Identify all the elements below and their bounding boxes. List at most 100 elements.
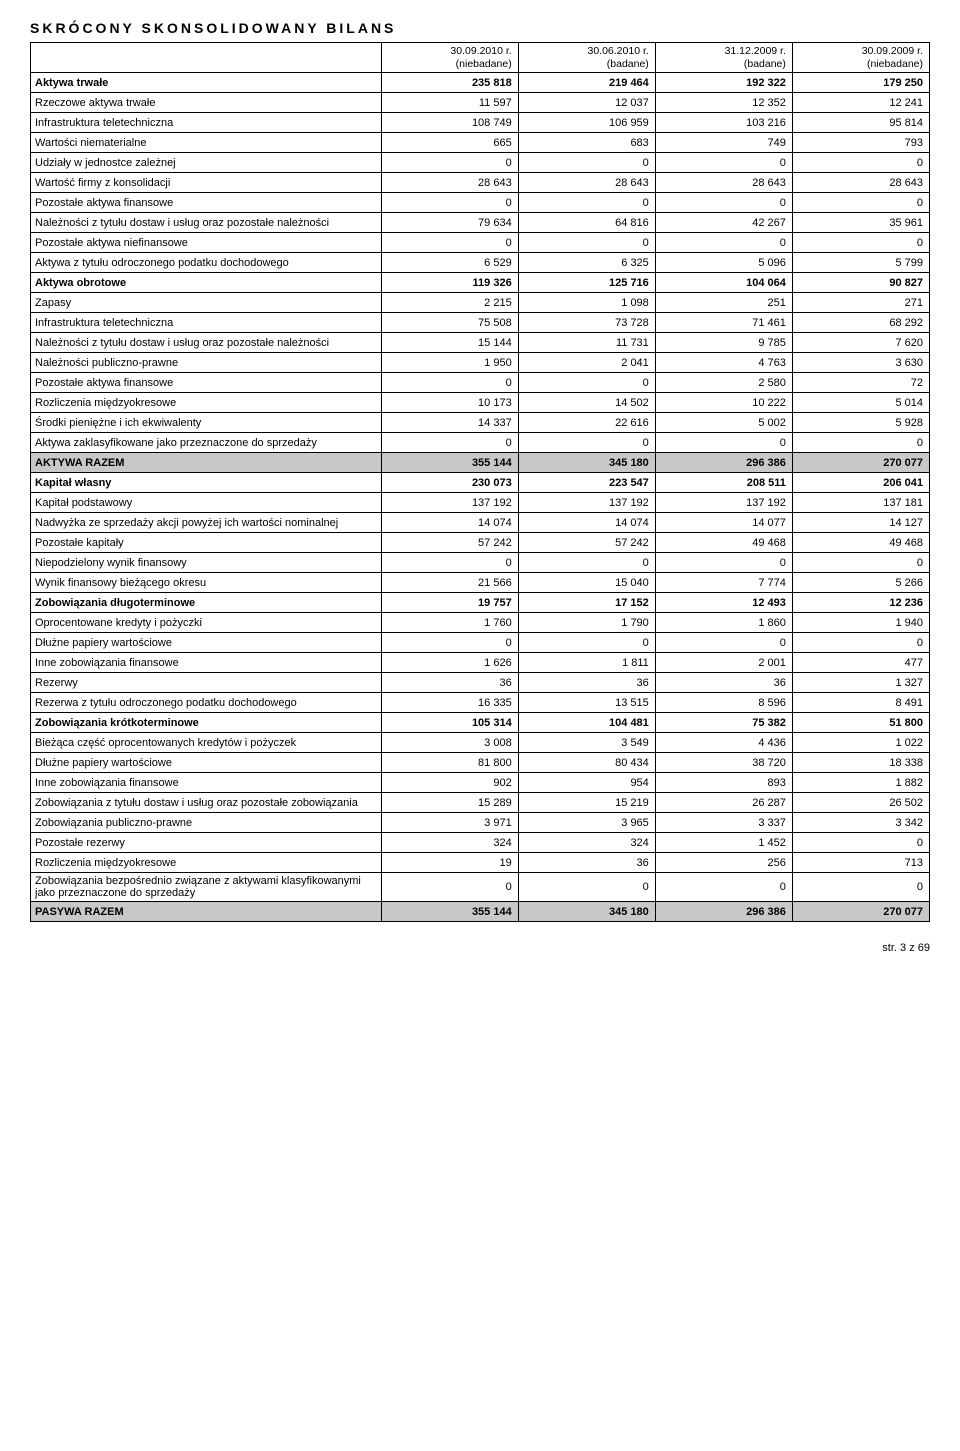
row-value: 12 493 (655, 593, 792, 613)
header-note: (badane) (744, 58, 786, 70)
row-value: 5 096 (655, 253, 792, 273)
table-row: Infrastruktura teletechniczna108 749106 … (31, 113, 930, 133)
row-label: Rezerwa z tytułu odroczonego podatku doc… (31, 693, 382, 713)
row-value: 713 (792, 853, 929, 873)
row-value: 1 940 (792, 613, 929, 633)
table-row: Niepodzielony wynik finansowy0000 (31, 553, 930, 573)
row-value: 0 (381, 433, 518, 453)
row-value: 0 (792, 833, 929, 853)
row-value: 1 882 (792, 773, 929, 793)
row-value: 36 (655, 673, 792, 693)
row-value: 256 (655, 853, 792, 873)
row-value: 14 127 (792, 513, 929, 533)
table-row: Aktywa obrotowe119 326125 716104 06490 8… (31, 273, 930, 293)
row-label: Dłużne papiery wartościowe (31, 753, 382, 773)
row-value: 5 928 (792, 413, 929, 433)
row-value: 0 (518, 233, 655, 253)
row-value: 14 337 (381, 413, 518, 433)
row-value: 192 322 (655, 73, 792, 93)
row-value: 270 077 (792, 902, 929, 922)
row-value: 0 (381, 873, 518, 902)
row-value: 119 326 (381, 273, 518, 293)
row-value: 5 002 (655, 413, 792, 433)
row-label: Dłużne papiery wartościowe (31, 633, 382, 653)
balance-table: 30.09.2010 r. (niebadane) 30.06.2010 r. … (30, 42, 930, 922)
row-value: 75 382 (655, 713, 792, 733)
row-value: 3 549 (518, 733, 655, 753)
row-value: 105 314 (381, 713, 518, 733)
row-value: 0 (792, 153, 929, 173)
row-label: Pozostałe rezerwy (31, 833, 382, 853)
row-value: 12 241 (792, 93, 929, 113)
row-value: 208 511 (655, 473, 792, 493)
row-value: 0 (381, 633, 518, 653)
row-value: 73 728 (518, 313, 655, 333)
row-value: 103 216 (655, 113, 792, 133)
row-value: 12 037 (518, 93, 655, 113)
row-value: 893 (655, 773, 792, 793)
row-value: 0 (655, 233, 792, 253)
row-value: 0 (792, 873, 929, 902)
row-value: 80 434 (518, 753, 655, 773)
row-value: 137 192 (655, 493, 792, 513)
row-value: 15 144 (381, 333, 518, 353)
row-value: 0 (381, 373, 518, 393)
row-value: 271 (792, 293, 929, 313)
table-row: Inne zobowiązania finansowe9029548931 88… (31, 773, 930, 793)
row-label: Wartości niematerialne (31, 133, 382, 153)
row-value: 57 242 (518, 533, 655, 553)
row-value: 16 335 (381, 693, 518, 713)
row-value: 0 (792, 433, 929, 453)
row-value: 0 (655, 553, 792, 573)
row-value: 793 (792, 133, 929, 153)
row-value: 14 502 (518, 393, 655, 413)
table-row: Dłużne papiery wartościowe0000 (31, 633, 930, 653)
row-value: 683 (518, 133, 655, 153)
row-value: 0 (792, 233, 929, 253)
row-value: 22 616 (518, 413, 655, 433)
row-value: 0 (518, 433, 655, 453)
row-value: 0 (655, 193, 792, 213)
row-value: 8 491 (792, 693, 929, 713)
table-row: Wartości niematerialne665683749793 (31, 133, 930, 153)
row-value: 104 064 (655, 273, 792, 293)
row-value: 0 (518, 373, 655, 393)
row-value: 106 959 (518, 113, 655, 133)
row-value: 19 757 (381, 593, 518, 613)
header-date: 30.09.2010 r. (450, 45, 511, 57)
row-label: Rezerwy (31, 673, 382, 693)
row-value: 251 (655, 293, 792, 313)
row-value: 0 (518, 553, 655, 573)
row-value: 5 014 (792, 393, 929, 413)
row-value: 355 144 (381, 902, 518, 922)
row-label: Niepodzielony wynik finansowy (31, 553, 382, 573)
header-date: 31.12.2009 r. (725, 45, 786, 57)
row-value: 345 180 (518, 453, 655, 473)
row-value: 49 468 (655, 533, 792, 553)
row-value: 355 144 (381, 453, 518, 473)
row-value: 2 215 (381, 293, 518, 313)
table-row: PASYWA RAZEM355 144345 180296 386270 077 (31, 902, 930, 922)
row-value: 0 (655, 633, 792, 653)
row-value: 1 452 (655, 833, 792, 853)
row-value: 3 337 (655, 813, 792, 833)
row-label: Aktywa z tytułu odroczonego podatku doch… (31, 253, 382, 273)
row-value: 296 386 (655, 902, 792, 922)
table-row: Należności z tytułu dostaw i usług oraz … (31, 333, 930, 353)
row-value: 14 074 (518, 513, 655, 533)
row-value: 1 098 (518, 293, 655, 313)
table-row: Rezerwa z tytułu odroczonego podatku doc… (31, 693, 930, 713)
header-note: (badane) (607, 58, 649, 70)
row-label: Wartość firmy z konsolidacji (31, 173, 382, 193)
header-row: 30.09.2010 r. (niebadane) 30.06.2010 r. … (31, 43, 930, 73)
row-value: 137 192 (518, 493, 655, 513)
table-row: Pozostałe aktywa niefinansowe0000 (31, 233, 930, 253)
table-row: Nadwyżka ze sprzedaży akcji powyżej ich … (31, 513, 930, 533)
table-row: Oprocentowane kredyty i pożyczki1 7601 7… (31, 613, 930, 633)
row-value: 72 (792, 373, 929, 393)
row-value: 954 (518, 773, 655, 793)
row-value: 36 (518, 673, 655, 693)
table-body: Aktywa trwałe235 818219 464192 322179 25… (31, 73, 930, 922)
row-label: PASYWA RAZEM (31, 902, 382, 922)
row-label: Rozliczenia międzyokresowe (31, 393, 382, 413)
